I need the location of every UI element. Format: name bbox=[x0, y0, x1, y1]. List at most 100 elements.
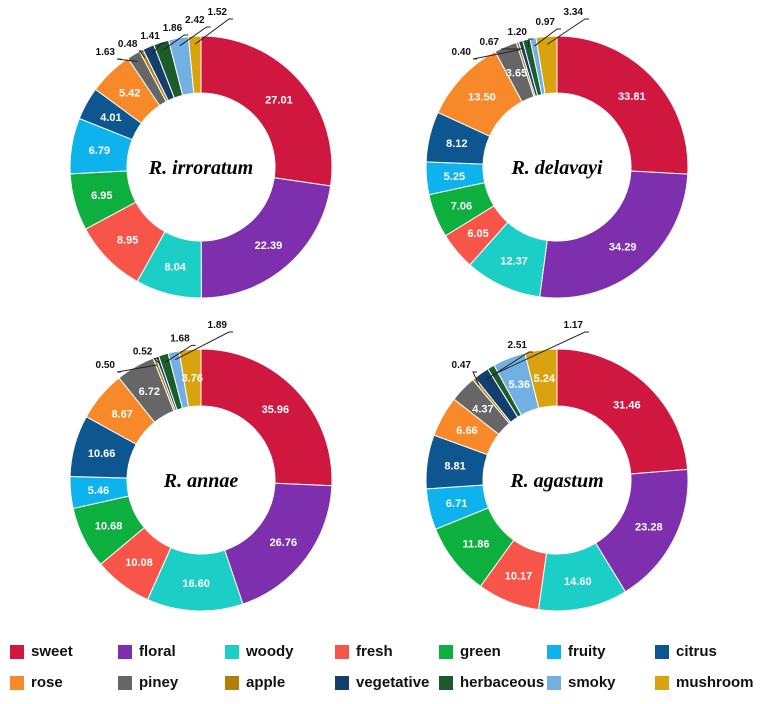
legend-label-woody: woody bbox=[246, 643, 294, 660]
legend-swatch-sweet bbox=[10, 645, 24, 659]
legend-item-mushroom: mushroom bbox=[655, 674, 754, 691]
data-label-r-annae-smoky: 1.89 bbox=[208, 320, 228, 331]
data-label-r-annae-herbaceous: 1.68 bbox=[170, 333, 190, 344]
legend-swatch-floral bbox=[118, 645, 132, 659]
slice-r-annae-sweet bbox=[201, 349, 332, 486]
legend-label-fruity: fruity bbox=[568, 643, 606, 660]
data-label-r-agastum-smoky: 5.36 bbox=[509, 379, 530, 391]
legend-swatch-woody bbox=[225, 645, 239, 659]
data-label-r-delavayi-smoky: 0.97 bbox=[536, 17, 556, 28]
data-label-r-annae-green: 10.68 bbox=[95, 521, 123, 533]
legend-item-woody: woody bbox=[225, 643, 294, 660]
legend-item-citrus: citrus bbox=[655, 643, 717, 660]
legend-swatch-vegetative bbox=[335, 676, 349, 690]
slice-r-delavayi-floral bbox=[540, 171, 688, 298]
legend-swatch-fruity bbox=[547, 645, 561, 659]
data-label-r-irroratum-herbaceous: 1.86 bbox=[163, 23, 183, 34]
donut-chart-r-annae: 35.9626.7616.6010.0810.685.4610.668.676.… bbox=[70, 320, 332, 611]
data-label-r-annae-sweet: 35.96 bbox=[262, 404, 290, 416]
data-label-r-agastum-vegetative: 2.51 bbox=[508, 340, 528, 351]
legend-item-sweet: sweet bbox=[10, 643, 73, 660]
data-label-r-irroratum-woody: 8.04 bbox=[165, 262, 187, 274]
data-label-r-irroratum-floral: 22.39 bbox=[255, 240, 283, 252]
legend-item-green: green bbox=[439, 643, 501, 660]
legend-swatch-smoky bbox=[547, 676, 561, 690]
slice-r-agastum-sweet bbox=[557, 349, 688, 474]
data-label-r-irroratum-fruity: 6.79 bbox=[89, 145, 110, 157]
data-label-r-annae-citrus: 10.66 bbox=[88, 448, 116, 460]
legend-label-herbaceous: herbaceous bbox=[460, 674, 544, 691]
data-label-r-irroratum-apple: 0.48 bbox=[118, 39, 138, 50]
data-label-r-agastum-woody: 14.60 bbox=[564, 576, 592, 588]
legend-label-green: green bbox=[460, 643, 501, 660]
legend-swatch-mushroom bbox=[655, 676, 669, 690]
data-label-r-delavayi-floral: 34.29 bbox=[609, 241, 637, 253]
data-label-r-irroratum-sweet: 27.01 bbox=[265, 95, 293, 107]
data-label-r-irroratum-rose: 5.42 bbox=[119, 88, 140, 100]
data-label-r-delavayi-citrus: 8.12 bbox=[446, 138, 467, 150]
data-label-r-irroratum-vegetative: 1.41 bbox=[140, 31, 160, 42]
legend-swatch-herbaceous bbox=[439, 676, 453, 690]
legend-swatch-green bbox=[439, 645, 453, 659]
data-label-r-delavayi-apple: 0.40 bbox=[452, 47, 472, 58]
legend-label-sweet: sweet bbox=[31, 643, 73, 660]
legend-item-vegetative: vegetative bbox=[335, 674, 429, 691]
data-label-r-annae-fruity: 5.46 bbox=[88, 485, 109, 497]
legend-item-floral: floral bbox=[118, 643, 176, 660]
legend-item-smoky: smoky bbox=[547, 674, 616, 691]
chart-title-r-annae: R. annae bbox=[163, 470, 239, 492]
legend-label-smoky: smoky bbox=[568, 674, 616, 691]
data-label-r-agastum-fruity: 6.71 bbox=[446, 498, 467, 510]
data-label-r-agastum-fresh: 10.17 bbox=[505, 571, 533, 583]
data-label-r-irroratum-green: 6.95 bbox=[91, 190, 112, 202]
data-label-r-delavayi-green: 7.06 bbox=[451, 200, 472, 212]
legend-swatch-piney bbox=[118, 676, 132, 690]
data-label-r-agastum-sweet: 31.46 bbox=[613, 399, 641, 411]
data-label-r-irroratum-citrus: 4.01 bbox=[100, 112, 121, 124]
donut-chart-r-irroratum: 27.0122.398.048.956.956.794.015.421.630.… bbox=[70, 7, 332, 298]
data-label-r-agastum-rose: 6.66 bbox=[456, 425, 477, 437]
data-label-r-delavayi-rose: 13.50 bbox=[468, 91, 496, 103]
legend-label-citrus: citrus bbox=[676, 643, 717, 660]
data-label-r-delavayi-herbaceous: 1.20 bbox=[508, 27, 528, 38]
data-label-r-agastum-herbaceous: 1.17 bbox=[564, 320, 584, 331]
legend-swatch-apple bbox=[225, 676, 239, 690]
legend-label-mushroom: mushroom bbox=[676, 674, 754, 691]
data-label-r-delavayi-sweet: 33.81 bbox=[618, 91, 646, 103]
donut-chart-r-delavayi: 33.81 34.29 12.37 6.05 7.06 5.25 8.12 13.50 3.65… bbox=[426, 7, 688, 298]
data-label-r-agastum-floral: 23.28 bbox=[635, 522, 663, 534]
data-label-r-delavayi-woody: 12.37 bbox=[500, 256, 528, 268]
legend-item-fresh: fresh bbox=[335, 643, 393, 660]
legend-swatch-fresh bbox=[335, 645, 349, 659]
legend-label-apple: apple bbox=[246, 674, 285, 691]
legend-item-apple: apple bbox=[225, 674, 285, 691]
data-label-r-annae-apple: 0.50 bbox=[96, 360, 116, 371]
data-label-r-annae-mushroom: 3.76 bbox=[182, 372, 203, 384]
data-label-r-agastum-piney: 4.37 bbox=[472, 403, 493, 415]
data-label-r-delavayi-fruity: 5.25 bbox=[444, 171, 465, 183]
data-label-r-agastum-citrus: 8.81 bbox=[444, 460, 465, 472]
data-label-r-annae-piney: 6.72 bbox=[139, 386, 160, 398]
donut-chart-r-agastum: 31.46 23.28 14.60 10.17 11.86 6.71 8.81 6.66 4.3… bbox=[426, 320, 688, 611]
legend-item-rose: rose bbox=[10, 674, 63, 691]
legend-swatch-rose bbox=[10, 676, 24, 690]
legend-label-floral: floral bbox=[139, 643, 176, 660]
data-label-r-annae-floral: 26.76 bbox=[270, 537, 298, 549]
data-label-r-delavayi-piney: 3.65 bbox=[506, 67, 527, 79]
legend-swatch-citrus bbox=[655, 645, 669, 659]
data-label-r-agastum-mushroom: 5.24 bbox=[534, 373, 556, 385]
data-label-r-annae-rose: 8.67 bbox=[111, 409, 132, 421]
data-label-r-delavayi-fresh: 6.05 bbox=[467, 228, 488, 240]
data-label-r-agastum-green: 11.86 bbox=[463, 539, 490, 551]
chart-title-r-delavayi: R. delavayi bbox=[510, 157, 603, 179]
legend-label-vegetative: vegetative bbox=[356, 674, 429, 691]
legend-label-rose: rose bbox=[31, 674, 63, 691]
legend-label-piney: piney bbox=[139, 674, 178, 691]
slice-r-delavayi-sweet bbox=[557, 36, 688, 174]
data-label-r-annae-vegetative: 0.52 bbox=[133, 347, 153, 358]
legend-item-fruity: fruity bbox=[547, 643, 606, 660]
slice-r-irroratum-floral bbox=[201, 178, 330, 298]
data-label-r-delavayi-vegetative: 0.67 bbox=[480, 37, 500, 48]
data-label-r-agastum-apple: 0.47 bbox=[452, 360, 472, 371]
